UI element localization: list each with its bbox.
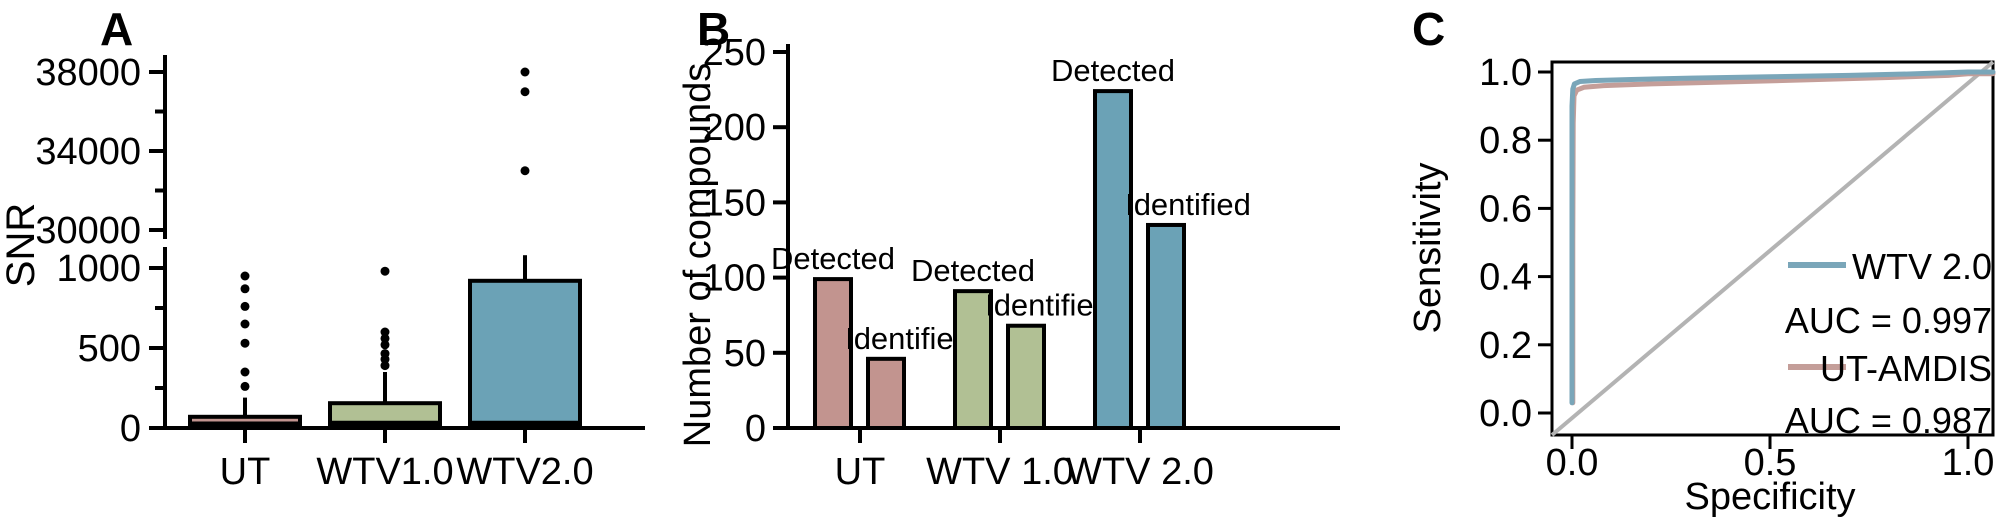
bar-label-identified: Identified bbox=[1125, 187, 1251, 222]
y-tick-label: 30000 bbox=[35, 210, 141, 252]
bar-identified bbox=[866, 356, 906, 431]
diagonal-reference-line bbox=[1550, 60, 1995, 437]
y-tick-label: 0.0 bbox=[1479, 393, 1532, 435]
outlier-point bbox=[240, 338, 250, 348]
outlier-point bbox=[520, 87, 530, 97]
bar-identified bbox=[1146, 222, 1186, 430]
bar-label-identified: Identified bbox=[845, 321, 971, 356]
plot-border bbox=[1550, 60, 1995, 437]
y-tick-label: 38000 bbox=[35, 52, 141, 94]
x-tick-label: 0.5 bbox=[1744, 442, 1797, 484]
y-tick-label: 500 bbox=[78, 328, 141, 370]
y-tick-label: 0.6 bbox=[1479, 188, 1532, 230]
outlier-point bbox=[380, 266, 390, 276]
y-tick-label: 50 bbox=[724, 333, 766, 375]
x-category-label: UT bbox=[835, 451, 886, 493]
x-category-label: WTV 1.0 bbox=[926, 451, 1074, 493]
outlier-point bbox=[520, 166, 530, 176]
bar-detected bbox=[1093, 89, 1133, 430]
y-tick-label: 150 bbox=[703, 182, 766, 224]
outlier-point bbox=[240, 301, 250, 311]
y-axis-title: Number of compounds bbox=[677, 63, 719, 447]
bar-detected bbox=[953, 289, 993, 430]
box-wtv2.0 bbox=[468, 278, 582, 428]
x-category-label: UT bbox=[220, 451, 271, 493]
outlier-point bbox=[380, 327, 390, 337]
x-tick-label: 1.0 bbox=[1942, 442, 1995, 484]
outlier-point bbox=[380, 333, 390, 343]
bar-label-identified: Identified bbox=[985, 288, 1111, 323]
box-wtv1.0 bbox=[328, 401, 442, 429]
roc-curve-wtv2 bbox=[1569, 69, 1996, 406]
roc-curve-panel: 0.0 0.5 1.0 0.0 0.2 0.4 0.6 0.8 1.0 Specificity Se… bbox=[1407, 52, 1996, 517]
bar-label-detected: Detected bbox=[771, 241, 895, 276]
y-tick-label: 250 bbox=[703, 32, 766, 74]
panel-label-b: B bbox=[697, 3, 731, 55]
bar-identified bbox=[1006, 323, 1046, 430]
legend-label-ut-amdis: UT-AMDIS bbox=[1820, 348, 1992, 389]
outlier-point bbox=[520, 67, 530, 77]
y-tick-label: 1.0 bbox=[1479, 52, 1532, 94]
bar-detected bbox=[813, 277, 853, 430]
outlier-point bbox=[380, 349, 390, 359]
outlier-point bbox=[380, 340, 390, 350]
x-axis-title: Specificity bbox=[1684, 476, 1855, 517]
legend-auc-wtv2: AUC = 0.997 bbox=[1785, 300, 1992, 341]
y-tick-label: 0.4 bbox=[1479, 257, 1532, 299]
x-tick-label: 0.0 bbox=[1546, 442, 1599, 484]
y-tick-label: 0.2 bbox=[1479, 325, 1532, 367]
bar-label-detected: Detected bbox=[1051, 53, 1175, 88]
x-category-label: WTV2.0 bbox=[456, 451, 593, 493]
y-tick-label: 0.8 bbox=[1479, 120, 1532, 162]
bar-label-detected: Detected bbox=[911, 253, 1035, 288]
outlier-point bbox=[240, 367, 250, 377]
y-tick-label: 1000 bbox=[56, 248, 141, 290]
y-tick-label: 0 bbox=[745, 408, 766, 450]
x-category-label: WTV 2.0 bbox=[1066, 451, 1214, 493]
y-tick-label: 0 bbox=[120, 408, 141, 450]
y-axis-title: Sensitivity bbox=[1407, 162, 1449, 333]
y-tick-label: 34000 bbox=[35, 131, 141, 173]
outlier-point bbox=[380, 361, 390, 371]
y-tick-label: 200 bbox=[703, 107, 766, 149]
boxplot-snr-panel: 30000 34000 38000 0 500 1000 SNR UT WTV1.0 WTV2.0 bbox=[0, 52, 645, 493]
outlier-point bbox=[240, 319, 250, 329]
panel-label-c: C bbox=[1412, 3, 1446, 55]
panel-label-a: A bbox=[100, 3, 134, 55]
x-category-label: WTV1.0 bbox=[316, 451, 453, 493]
outlier-point bbox=[240, 271, 250, 281]
y-tick-label: 100 bbox=[703, 258, 766, 300]
legend-label-wtv2: WTV 2.0 bbox=[1852, 246, 1992, 287]
legend-auc-ut-amdis: AUC = 0.987 bbox=[1785, 400, 1992, 441]
outlier-point bbox=[240, 284, 250, 294]
outlier-point bbox=[240, 381, 250, 391]
y-axis-title: SNR bbox=[0, 203, 43, 287]
